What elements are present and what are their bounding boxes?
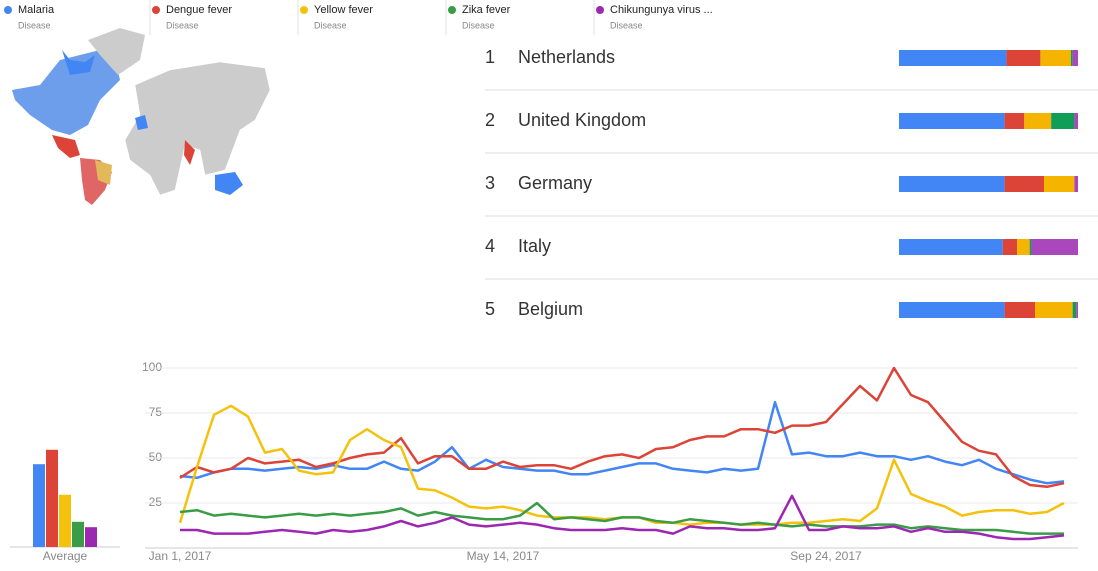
share-segment bbox=[1072, 302, 1077, 318]
avg-bar bbox=[59, 494, 71, 547]
rank: 5 bbox=[485, 299, 495, 319]
legend-swatch bbox=[152, 6, 160, 14]
legend-label: Malaria bbox=[18, 4, 55, 16]
share-segment bbox=[1004, 302, 1036, 318]
legend-swatch bbox=[448, 6, 456, 14]
map-region bbox=[88, 28, 145, 75]
avg-bar bbox=[33, 464, 45, 547]
share-segment bbox=[1070, 50, 1073, 66]
legend-subtitle: Disease bbox=[18, 20, 51, 30]
y-tick-label: 100 bbox=[142, 360, 162, 374]
legend-swatch bbox=[4, 6, 12, 14]
legend-subtitle: Disease bbox=[610, 20, 643, 30]
share-segment bbox=[1031, 239, 1078, 255]
legend-subtitle: Disease bbox=[462, 20, 495, 30]
y-tick-label: 50 bbox=[149, 450, 163, 464]
map-region bbox=[95, 160, 112, 185]
share-segment bbox=[1035, 302, 1073, 318]
country-name: Netherlands bbox=[518, 47, 615, 67]
map-region bbox=[12, 50, 120, 135]
series-line bbox=[179, 366, 1065, 489]
map-region bbox=[135, 115, 148, 130]
map-region bbox=[215, 172, 243, 195]
rank: 4 bbox=[485, 236, 495, 256]
world-map bbox=[12, 28, 271, 205]
rank: 3 bbox=[485, 173, 495, 193]
y-tick-label: 25 bbox=[149, 495, 163, 509]
legend-label: Chikungunya virus ... bbox=[610, 4, 713, 16]
share-segment bbox=[1072, 50, 1078, 66]
share-segment bbox=[1051, 113, 1075, 129]
map-region bbox=[52, 135, 80, 158]
share-segment bbox=[1029, 239, 1032, 255]
map-region bbox=[62, 50, 95, 75]
legend-label: Yellow fever bbox=[314, 4, 373, 16]
series-line bbox=[179, 400, 1065, 485]
rank: 2 bbox=[485, 110, 495, 130]
share-segment bbox=[899, 113, 1005, 129]
country-name: Germany bbox=[518, 173, 592, 193]
share-segment bbox=[1040, 50, 1071, 66]
x-tick-label: May 14, 2017 bbox=[467, 549, 540, 563]
share-segment bbox=[1043, 176, 1075, 192]
share-segment bbox=[1004, 113, 1025, 129]
legend-swatch bbox=[596, 6, 604, 14]
x-tick-label: Jan 1, 2017 bbox=[149, 549, 212, 563]
avg-bar bbox=[72, 521, 84, 547]
rank: 1 bbox=[485, 47, 495, 67]
country-name: Belgium bbox=[518, 299, 583, 319]
series-line bbox=[180, 494, 1065, 541]
legend-label: Zika fever bbox=[462, 4, 511, 16]
series-line bbox=[179, 501, 1064, 535]
avg-label: Average bbox=[43, 549, 88, 563]
map-region bbox=[184, 140, 195, 165]
share-segment bbox=[1024, 113, 1052, 129]
share-segment bbox=[1017, 239, 1030, 255]
legend-swatch bbox=[300, 6, 308, 14]
share-segment bbox=[899, 176, 1005, 192]
legend-label: Dengue fever bbox=[166, 4, 232, 16]
share-segment bbox=[899, 50, 1007, 66]
share-segment bbox=[1004, 176, 1044, 192]
share-segment bbox=[1006, 50, 1041, 66]
share-segment bbox=[899, 239, 1003, 255]
share-segment bbox=[1074, 176, 1078, 192]
legend-subtitle: Disease bbox=[314, 20, 347, 30]
share-segment bbox=[1002, 239, 1018, 255]
y-tick-label: 75 bbox=[149, 405, 163, 419]
country-name: United Kingdom bbox=[518, 110, 646, 130]
avg-bar bbox=[85, 527, 97, 547]
x-tick-label: Sep 24, 2017 bbox=[790, 549, 862, 563]
avg-bar bbox=[46, 449, 58, 547]
country-name: Italy bbox=[518, 236, 551, 256]
share-segment bbox=[1076, 302, 1078, 318]
share-segment bbox=[899, 302, 1005, 318]
map-region bbox=[124, 61, 271, 196]
legend-subtitle: Disease bbox=[166, 20, 199, 30]
share-segment bbox=[1074, 113, 1078, 129]
